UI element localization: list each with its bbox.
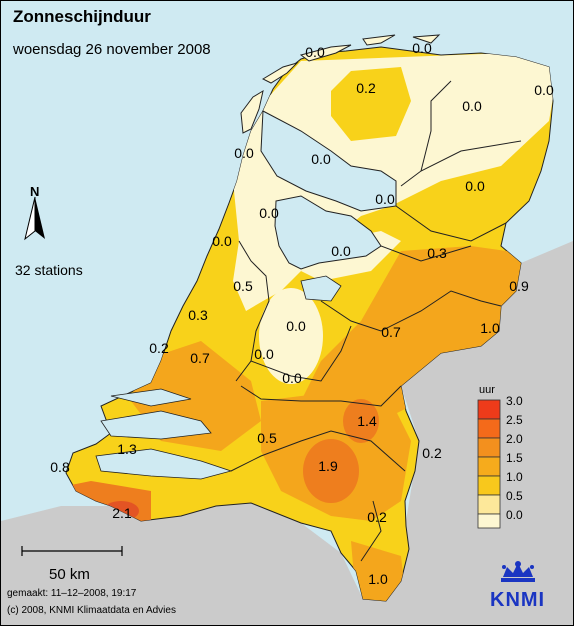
station-value: 0.5 (257, 430, 277, 446)
station-value: 1.0 (368, 571, 388, 587)
knmi-crown-icon (501, 561, 535, 582)
legend-unit: uur (479, 384, 495, 396)
zeeland-water-3 (110, 388, 192, 407)
scale-bar (21, 546, 123, 556)
legend-swatch (477, 456, 501, 477)
map-subtitle: woensdag 26 november 2008 (13, 41, 211, 58)
station-value: 0.0 (331, 243, 351, 259)
station-value: 1.0 (480, 320, 500, 336)
station-value: 0.9 (509, 278, 529, 294)
station-value: 0.3 (427, 245, 447, 261)
station-value: 1.9 (318, 458, 338, 474)
station-value: 0.2 (356, 80, 376, 96)
legend-tick: 3.0 (506, 394, 523, 408)
station-value: 0.0 (462, 98, 482, 114)
foreign-land (1, 241, 573, 625)
legend-swatch (477, 513, 501, 529)
station-value: 0.0 (282, 370, 302, 386)
station-value: 0.5 (233, 278, 253, 294)
made-timestamp: gemaakt: 11–12–2008, 19:17 (7, 588, 137, 599)
station-value: 0.0 (212, 233, 232, 249)
legend-swatch (477, 475, 501, 496)
wadden-island-terschelling (299, 44, 352, 62)
copyright: (c) 2008, KNMI Klimaatdata en Advies (7, 605, 176, 616)
station-value: 0.0 (375, 191, 395, 207)
wadden-island-texel (240, 89, 264, 134)
station-value: 0.0 (534, 82, 554, 98)
station-value: 0.0 (286, 318, 306, 334)
station-value: 0.0 (234, 145, 254, 161)
station-value: 0.8 (50, 459, 70, 475)
zeeland-water-2 (100, 410, 212, 440)
north-arrow-icon (24, 196, 45, 241)
province-borders (230, 80, 522, 562)
station-value: 2.1 (112, 505, 132, 521)
legend-swatch (477, 494, 501, 515)
station-value: 1.4 (357, 413, 377, 429)
station-value: 0.0 (305, 44, 325, 60)
north-label: N (30, 184, 40, 199)
wadden-island-ameland (362, 34, 396, 46)
markermeer (300, 275, 342, 302)
map-title: Zonneschijnduur (13, 7, 151, 26)
scale-bar-label: 50 km (49, 566, 90, 583)
sunshine-contours (66, 51, 553, 601)
zeeland-water-1 (95, 448, 233, 480)
legend-swatch (477, 437, 501, 458)
station-value: 0.0 (465, 178, 485, 194)
station-value: 0.7 (190, 350, 210, 366)
station-value: 0.7 (381, 324, 401, 340)
station-value: 0.3 (188, 307, 208, 323)
station-value: 0.0 (311, 151, 331, 167)
legend-tick: 1.5 (506, 451, 523, 465)
legend-tick: 1.0 (506, 470, 523, 484)
station-value: 0.2 (422, 445, 442, 461)
legend-tick: 2.5 (506, 413, 523, 427)
legend-bar (477, 399, 501, 529)
station-value: 0.0 (254, 346, 274, 362)
legend-tick: 0.5 (506, 489, 523, 503)
station-value: 0.2 (367, 509, 387, 525)
station-count: 32 stations (15, 262, 83, 278)
station-value: 0.0 (412, 40, 432, 56)
station-value: 0.2 (149, 340, 169, 356)
station-value: 1.3 (117, 441, 137, 457)
legend-tick: 2.0 (506, 432, 523, 446)
legend-swatch (477, 418, 501, 439)
wadden-island-schiermonnikoog (412, 34, 441, 44)
legend-tick: 0.0 (506, 508, 523, 522)
station-value: 0.0 (259, 205, 279, 221)
knmi-logo-text: KNMI (490, 589, 546, 611)
ijsselmeer (274, 195, 382, 270)
legend-swatch (477, 399, 501, 420)
wadden-island-vlieland (261, 61, 299, 84)
